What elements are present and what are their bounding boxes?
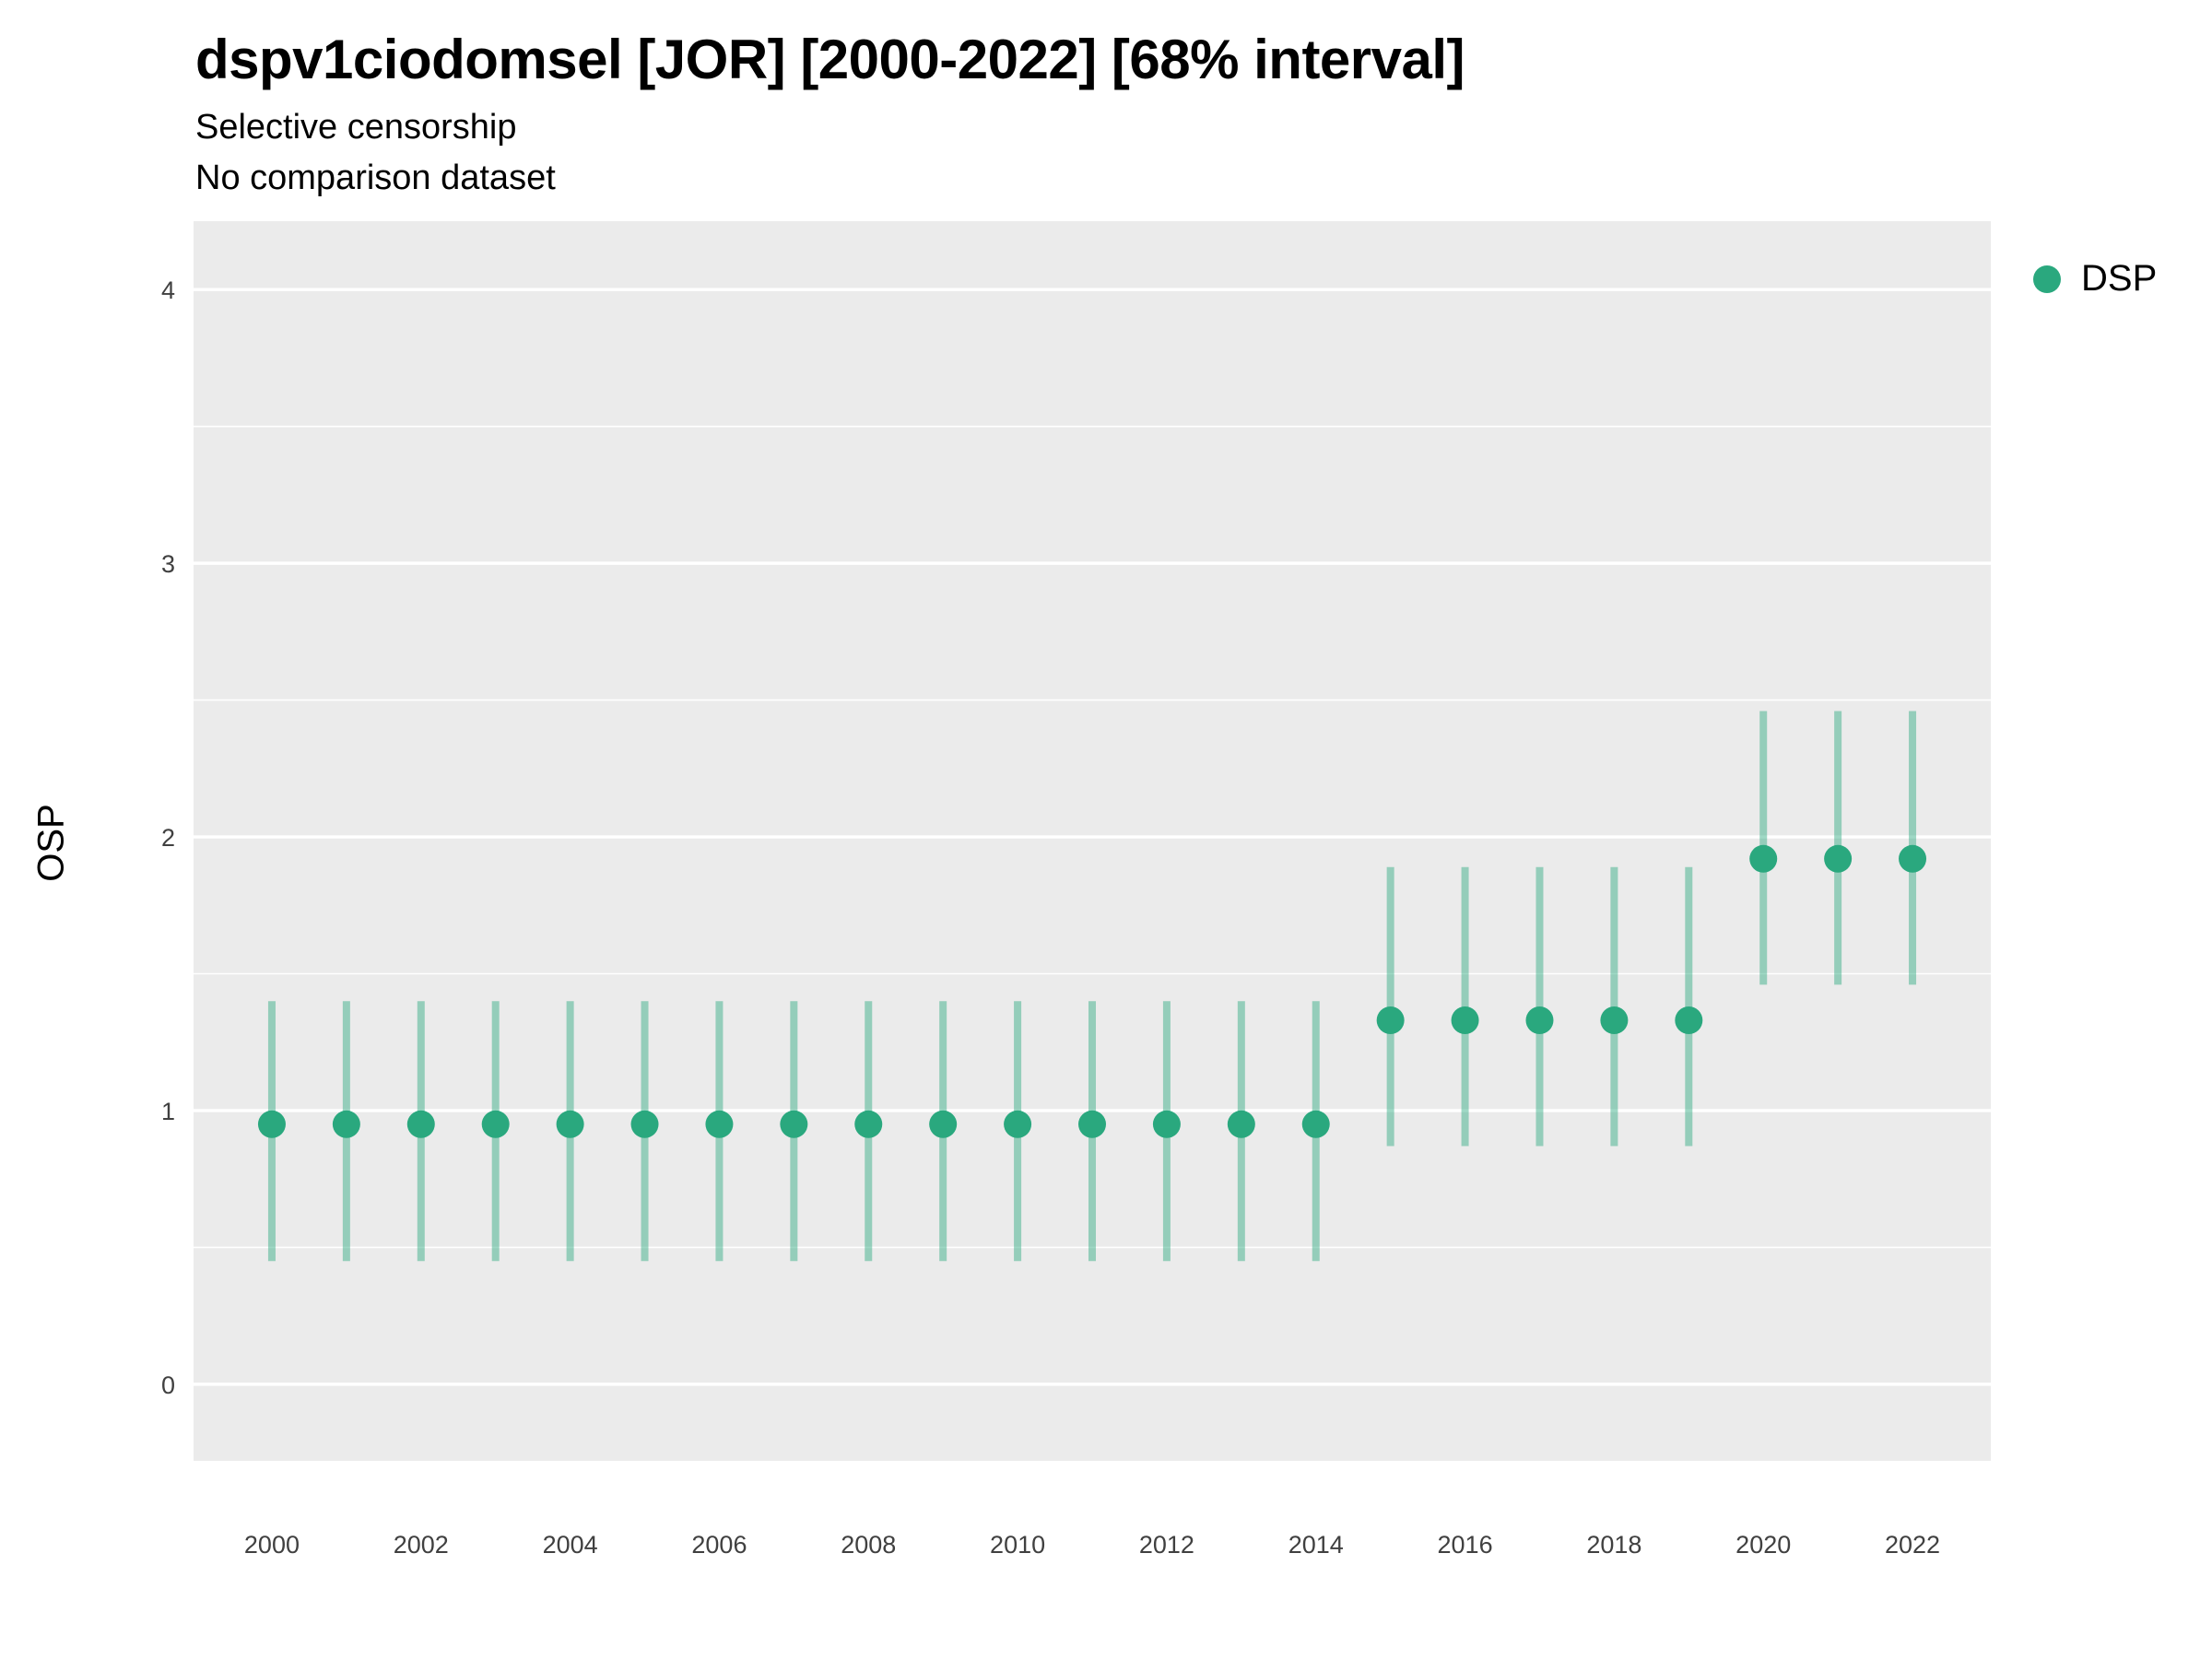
data-point <box>481 1110 510 1138</box>
y-tick-label: 0 <box>161 1371 175 1399</box>
x-tick-label: 2012 <box>1139 1531 1194 1559</box>
y-tick-label: 3 <box>161 550 175 578</box>
data-point <box>332 1110 360 1138</box>
data-point <box>1152 1110 1181 1138</box>
y-tick-label: 1 <box>161 1098 175 1125</box>
x-tick-label: 2014 <box>1288 1531 1344 1559</box>
data-point <box>1525 1006 1554 1034</box>
data-point <box>1301 1110 1330 1138</box>
chart-subtitle: Selective censorship <box>195 108 517 147</box>
chart-header: dspv1ciodomsel [JOR] [2000-2022] [68% in… <box>195 28 1465 209</box>
data-point <box>1899 844 1927 873</box>
x-tick-label: 2004 <box>543 1531 598 1559</box>
data-point <box>406 1110 435 1138</box>
x-tick-label: 2008 <box>841 1531 896 1559</box>
legend-dot-icon <box>2033 265 2061 293</box>
legend-label-dsp: DSP <box>2081 258 2158 299</box>
x-tick-label: 2000 <box>244 1531 300 1559</box>
data-point <box>929 1110 958 1138</box>
y-axis-title: OSP <box>30 804 72 882</box>
data-point <box>705 1110 734 1138</box>
legend: DSP <box>2033 258 2157 300</box>
plot-panel <box>194 221 1991 1461</box>
data-point <box>1675 1006 1703 1034</box>
data-point <box>1227 1110 1255 1138</box>
data-point <box>1824 844 1853 873</box>
y-tick-label: 2 <box>161 824 175 852</box>
data-point <box>630 1110 659 1138</box>
y-tick-label: 4 <box>161 276 175 304</box>
x-tick-label: 2018 <box>1586 1531 1641 1559</box>
data-point <box>556 1110 584 1138</box>
data-point <box>1600 1006 1629 1034</box>
data-point <box>1451 1006 1479 1034</box>
x-tick-label: 2020 <box>1735 1531 1791 1559</box>
chart-title: dspv1ciodomsel [JOR] [2000-2022] [68% in… <box>195 29 1465 90</box>
x-tick-label: 2006 <box>691 1531 747 1559</box>
x-tick-label: 2022 <box>1885 1531 1940 1559</box>
data-point <box>1078 1110 1106 1138</box>
x-tick-label: 2016 <box>1438 1531 1493 1559</box>
chart-subtitle-2: No comparison dataset <box>195 159 556 197</box>
data-point <box>1749 844 1778 873</box>
data-point <box>257 1110 286 1138</box>
data-point <box>780 1110 808 1138</box>
data-point <box>854 1110 883 1138</box>
x-tick-label: 2002 <box>394 1531 449 1559</box>
x-tick-label: 2010 <box>990 1531 1045 1559</box>
data-point <box>1004 1110 1032 1138</box>
data-point <box>1376 1006 1405 1034</box>
